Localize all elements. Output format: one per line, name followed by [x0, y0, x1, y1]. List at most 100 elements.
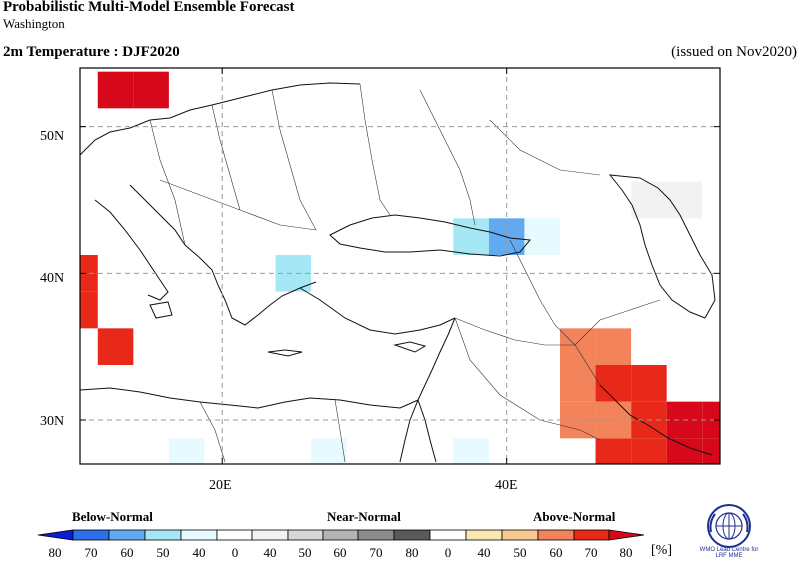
colorbar-swatch [108, 529, 146, 541]
colorbar [37, 529, 645, 541]
coastline-adriatic [129, 184, 219, 286]
colorbar-label: 50 [298, 545, 312, 560]
border-5 [419, 89, 476, 226]
colorbar-label: 40 [477, 545, 491, 560]
forecast-cell [560, 365, 596, 402]
coastline-red-sea [417, 399, 437, 463]
forecast-cell [631, 365, 667, 402]
colorbar-label: 70 [369, 545, 383, 560]
forecast-cell [97, 71, 134, 109]
forecast-cell [133, 71, 169, 109]
issued-date: (issued on Nov2020) [671, 44, 797, 60]
border-11 [199, 401, 226, 463]
colorbar-label: 50 [156, 545, 170, 560]
figure-subtitle: Washington [3, 16, 65, 31]
colorbar-swatch [287, 529, 324, 541]
forecast-cell [311, 438, 347, 464]
coastline-sicily [149, 301, 173, 319]
forecast-cell [666, 181, 703, 219]
colorbar-label: 80 [619, 545, 633, 560]
map-ticks [80, 68, 720, 464]
colorbar-label: 60 [333, 545, 347, 560]
logo-caption-line1: WMO Lead Centre for [699, 547, 759, 553]
colorbar-swatch [180, 529, 218, 541]
border-13 [574, 299, 661, 346]
forecast-cell [80, 255, 98, 292]
border-7 [509, 239, 601, 386]
above-normal-title: Above-Normal [533, 509, 616, 524]
forecast-cell [595, 365, 632, 402]
border-8 [454, 317, 575, 346]
variable-label: 2m Temperature : DJF2020 [3, 44, 180, 60]
map-gridlines [80, 68, 720, 464]
colorbar-label: 80 [405, 545, 419, 560]
lon-label-40e: 40E [495, 478, 518, 493]
colorbar-label: 80 [48, 545, 62, 560]
colorbar-swatch [573, 529, 610, 541]
wmo-logo [707, 504, 751, 548]
border-4 [359, 83, 391, 216]
colorbar-arrow-right [608, 529, 645, 541]
below-normal-title: Below-Normal [72, 509, 153, 524]
colorbar-label: 60 [549, 545, 563, 560]
border-6 [489, 119, 601, 176]
forecast-cell [595, 438, 632, 464]
coastline-greece [217, 281, 317, 326]
forecast-cell [560, 328, 596, 365]
coastline-black-sea [329, 214, 531, 257]
coastline-anatolia-south [299, 287, 456, 335]
colorbar-label: 70 [584, 545, 598, 560]
coastline-crete [267, 349, 303, 357]
colorbar-label: 0 [231, 545, 239, 560]
colorbar-swatch [465, 529, 503, 541]
coastline-africa-north [79, 387, 419, 409]
lat-label-50n: 50N [40, 129, 65, 144]
coastline-italy [94, 199, 169, 301]
colorbar-label: 60 [120, 545, 134, 560]
colorbar-swatch [322, 529, 359, 541]
coastline-levant [399, 317, 456, 463]
border-12 [159, 179, 317, 231]
colorbar-swatch [537, 529, 575, 541]
country-borders [149, 83, 661, 463]
forecast-cell [168, 438, 205, 464]
border-1 [149, 119, 186, 246]
lon-label-20e: 20E [209, 478, 232, 493]
lat-label-30n: 30N [40, 414, 65, 429]
colorbar-label: 70 [84, 545, 98, 560]
map-frame [79, 67, 721, 465]
forecast-cell [524, 218, 560, 255]
near-normal-title: Near-Normal [327, 509, 401, 524]
forecast-cell [666, 438, 703, 464]
forecast-cell [595, 328, 632, 365]
border-9 [454, 317, 601, 441]
colorbar-swatch [144, 529, 182, 541]
colorbar-label: 40 [192, 545, 206, 560]
colorbar-swatch [501, 529, 539, 541]
forecast-cell [631, 438, 667, 464]
forecast-cell [702, 438, 720, 464]
lat-label-40n: 40N [40, 271, 65, 286]
coastline-cyprus [393, 341, 427, 353]
coastline-persian-gulf [599, 384, 713, 456]
border-3 [271, 89, 317, 231]
colorbar-swatch [216, 529, 253, 541]
colorbar-label: 0 [444, 545, 452, 560]
forecast-cell [453, 218, 489, 255]
forecast-cell [453, 438, 489, 464]
coastlines [79, 82, 716, 463]
figure-title: Probabilistic Multi-Model Ensemble Forec… [3, 0, 295, 15]
colorbar-swatch [251, 529, 289, 541]
coastline-europe-north [79, 82, 361, 156]
colorbar-label: 50 [513, 545, 527, 560]
forecast-cell [631, 181, 667, 219]
border-2 [211, 104, 241, 211]
colorbar-swatch [429, 529, 467, 541]
coastline-caspian [608, 174, 716, 319]
colorbar-unit: [%] [651, 543, 672, 558]
forecast-cell [80, 291, 98, 329]
border-10 [334, 399, 346, 463]
forecast-cells [80, 71, 720, 464]
